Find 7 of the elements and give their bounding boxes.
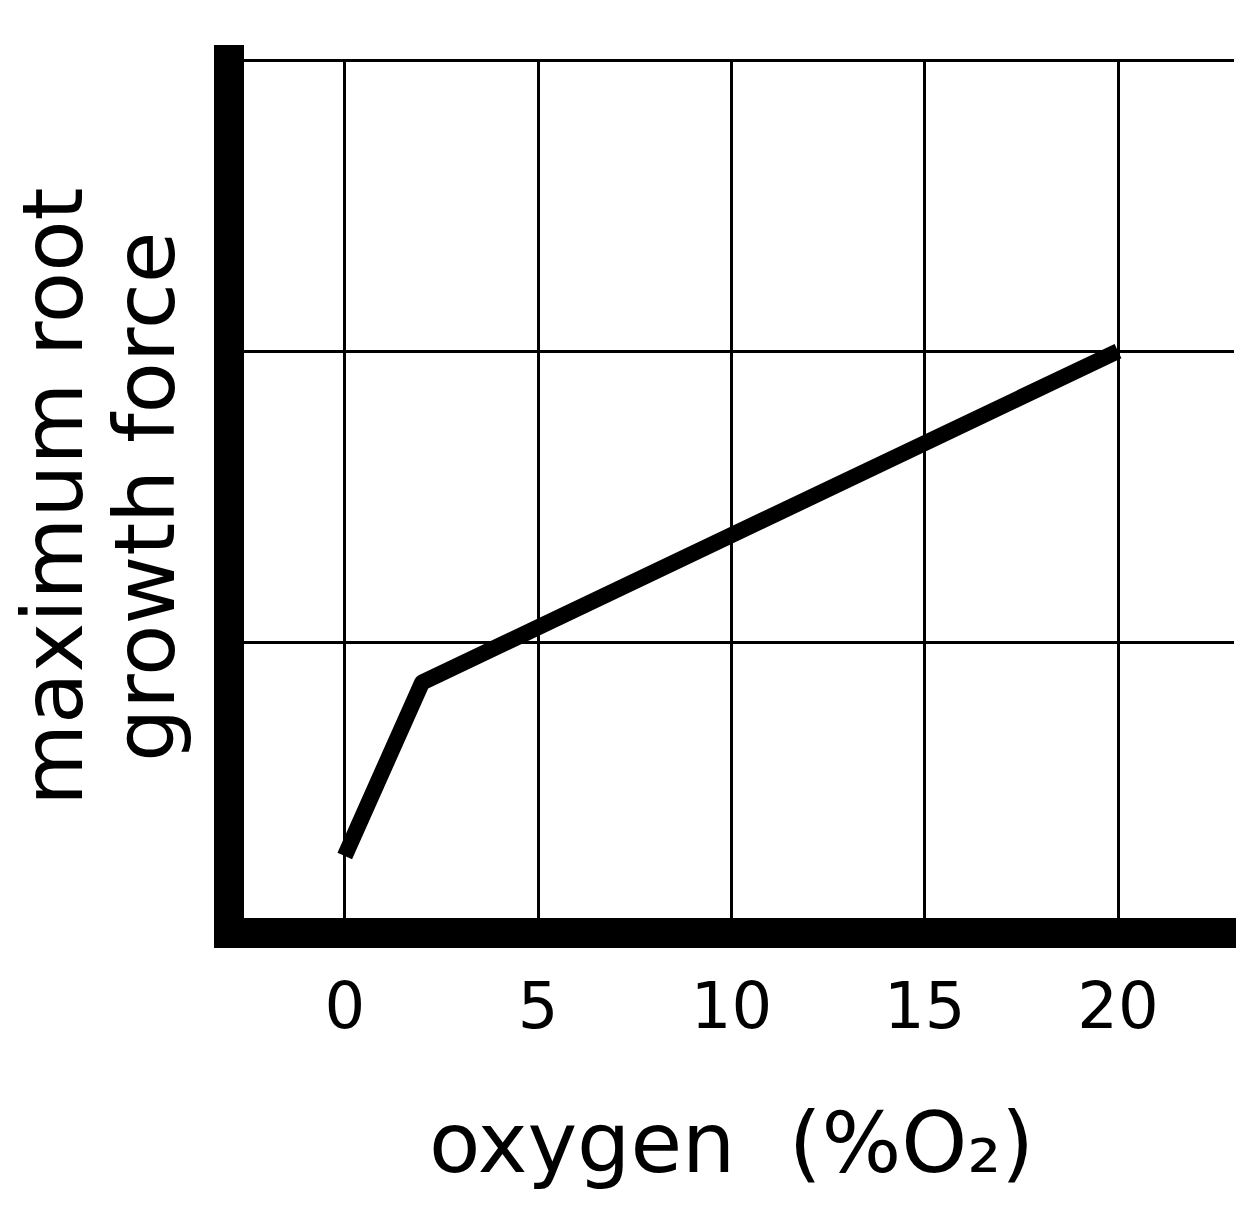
x-axis-title: oxygen (%O₂) (428, 1094, 1034, 1193)
x-tick-label: 15 (883, 969, 966, 1044)
y-axis-title: maximum root growth force (4, 187, 195, 806)
x-tick-label: 10 (690, 969, 773, 1044)
x-tick-label: 5 (517, 969, 559, 1044)
x-tick-label: 20 (1077, 969, 1159, 1044)
x-tick-label: 0 (324, 969, 366, 1044)
